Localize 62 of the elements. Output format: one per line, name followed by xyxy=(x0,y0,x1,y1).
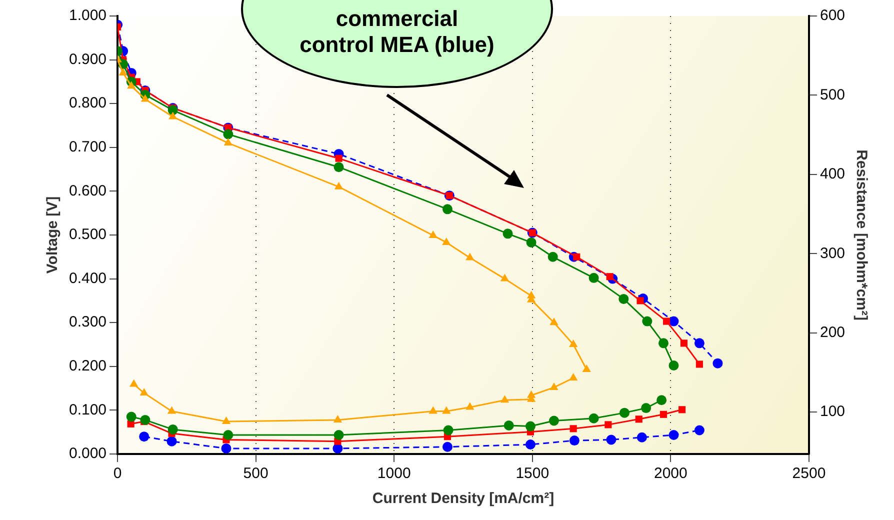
point xyxy=(526,237,536,248)
y-tick-label: 0.100 xyxy=(68,401,107,418)
point xyxy=(582,364,591,372)
y2-tick-label: 100 xyxy=(820,403,846,420)
point xyxy=(680,340,688,347)
x-tick-label: 0 xyxy=(113,465,122,482)
y-tick-label: 0.900 xyxy=(68,50,107,68)
point xyxy=(668,316,679,326)
y2-tick-label: 400 xyxy=(820,166,846,183)
x-tick-label: 2000 xyxy=(654,465,688,482)
y-tick-label: 0.300 xyxy=(68,314,107,331)
y2-axis-title: Resistance [mohm*cm²] xyxy=(852,150,870,320)
y-tick-label: 0.000 xyxy=(68,445,107,462)
point xyxy=(500,274,510,282)
point xyxy=(118,68,128,76)
y2-tick-label: 500 xyxy=(820,86,846,104)
point xyxy=(550,318,558,326)
point xyxy=(224,138,232,146)
point xyxy=(694,338,704,348)
y-tick-label: 0.400 xyxy=(68,270,107,287)
point xyxy=(636,297,644,304)
point xyxy=(334,162,344,172)
x-tick-label: 500 xyxy=(243,465,268,482)
point xyxy=(442,237,451,245)
point xyxy=(168,105,178,116)
point xyxy=(335,154,342,162)
point xyxy=(663,318,670,325)
y-tick-label: 0.800 xyxy=(68,94,107,112)
point xyxy=(588,272,599,283)
point xyxy=(696,360,703,368)
point xyxy=(127,81,136,89)
y2-tick-label: 300 xyxy=(820,244,846,262)
point xyxy=(712,358,723,368)
point xyxy=(569,340,578,347)
point xyxy=(502,228,513,239)
y2-tick-label: 200 xyxy=(820,324,846,341)
x-axis-title: Current Density [mA/cm²] xyxy=(372,490,554,508)
point xyxy=(334,182,344,190)
annotation: commercial control MEA (blue) xyxy=(298,6,496,58)
point xyxy=(428,230,438,238)
x-tick-label: 1500 xyxy=(516,465,550,482)
x-tick-label: 2500 xyxy=(792,465,826,482)
point xyxy=(466,252,474,260)
point xyxy=(168,112,178,120)
point xyxy=(442,204,452,214)
y-tick-label: 1.000 xyxy=(68,7,107,24)
point xyxy=(658,338,668,348)
point xyxy=(573,253,580,260)
point xyxy=(548,252,558,262)
point xyxy=(618,294,629,304)
point xyxy=(223,129,234,140)
y-tick-label: 0.700 xyxy=(68,138,107,156)
point xyxy=(642,316,652,326)
point xyxy=(668,360,679,371)
y-axis-title: Voltage [V] xyxy=(44,196,62,274)
y-tick-label: 0.600 xyxy=(68,182,107,200)
y-tick-label: 0.200 xyxy=(68,358,107,375)
x-tick-label: 1000 xyxy=(377,465,411,482)
y-tick-label: 0.500 xyxy=(68,226,107,244)
y2-tick-label: 600 xyxy=(820,7,846,24)
point xyxy=(606,273,614,280)
point xyxy=(140,94,150,102)
